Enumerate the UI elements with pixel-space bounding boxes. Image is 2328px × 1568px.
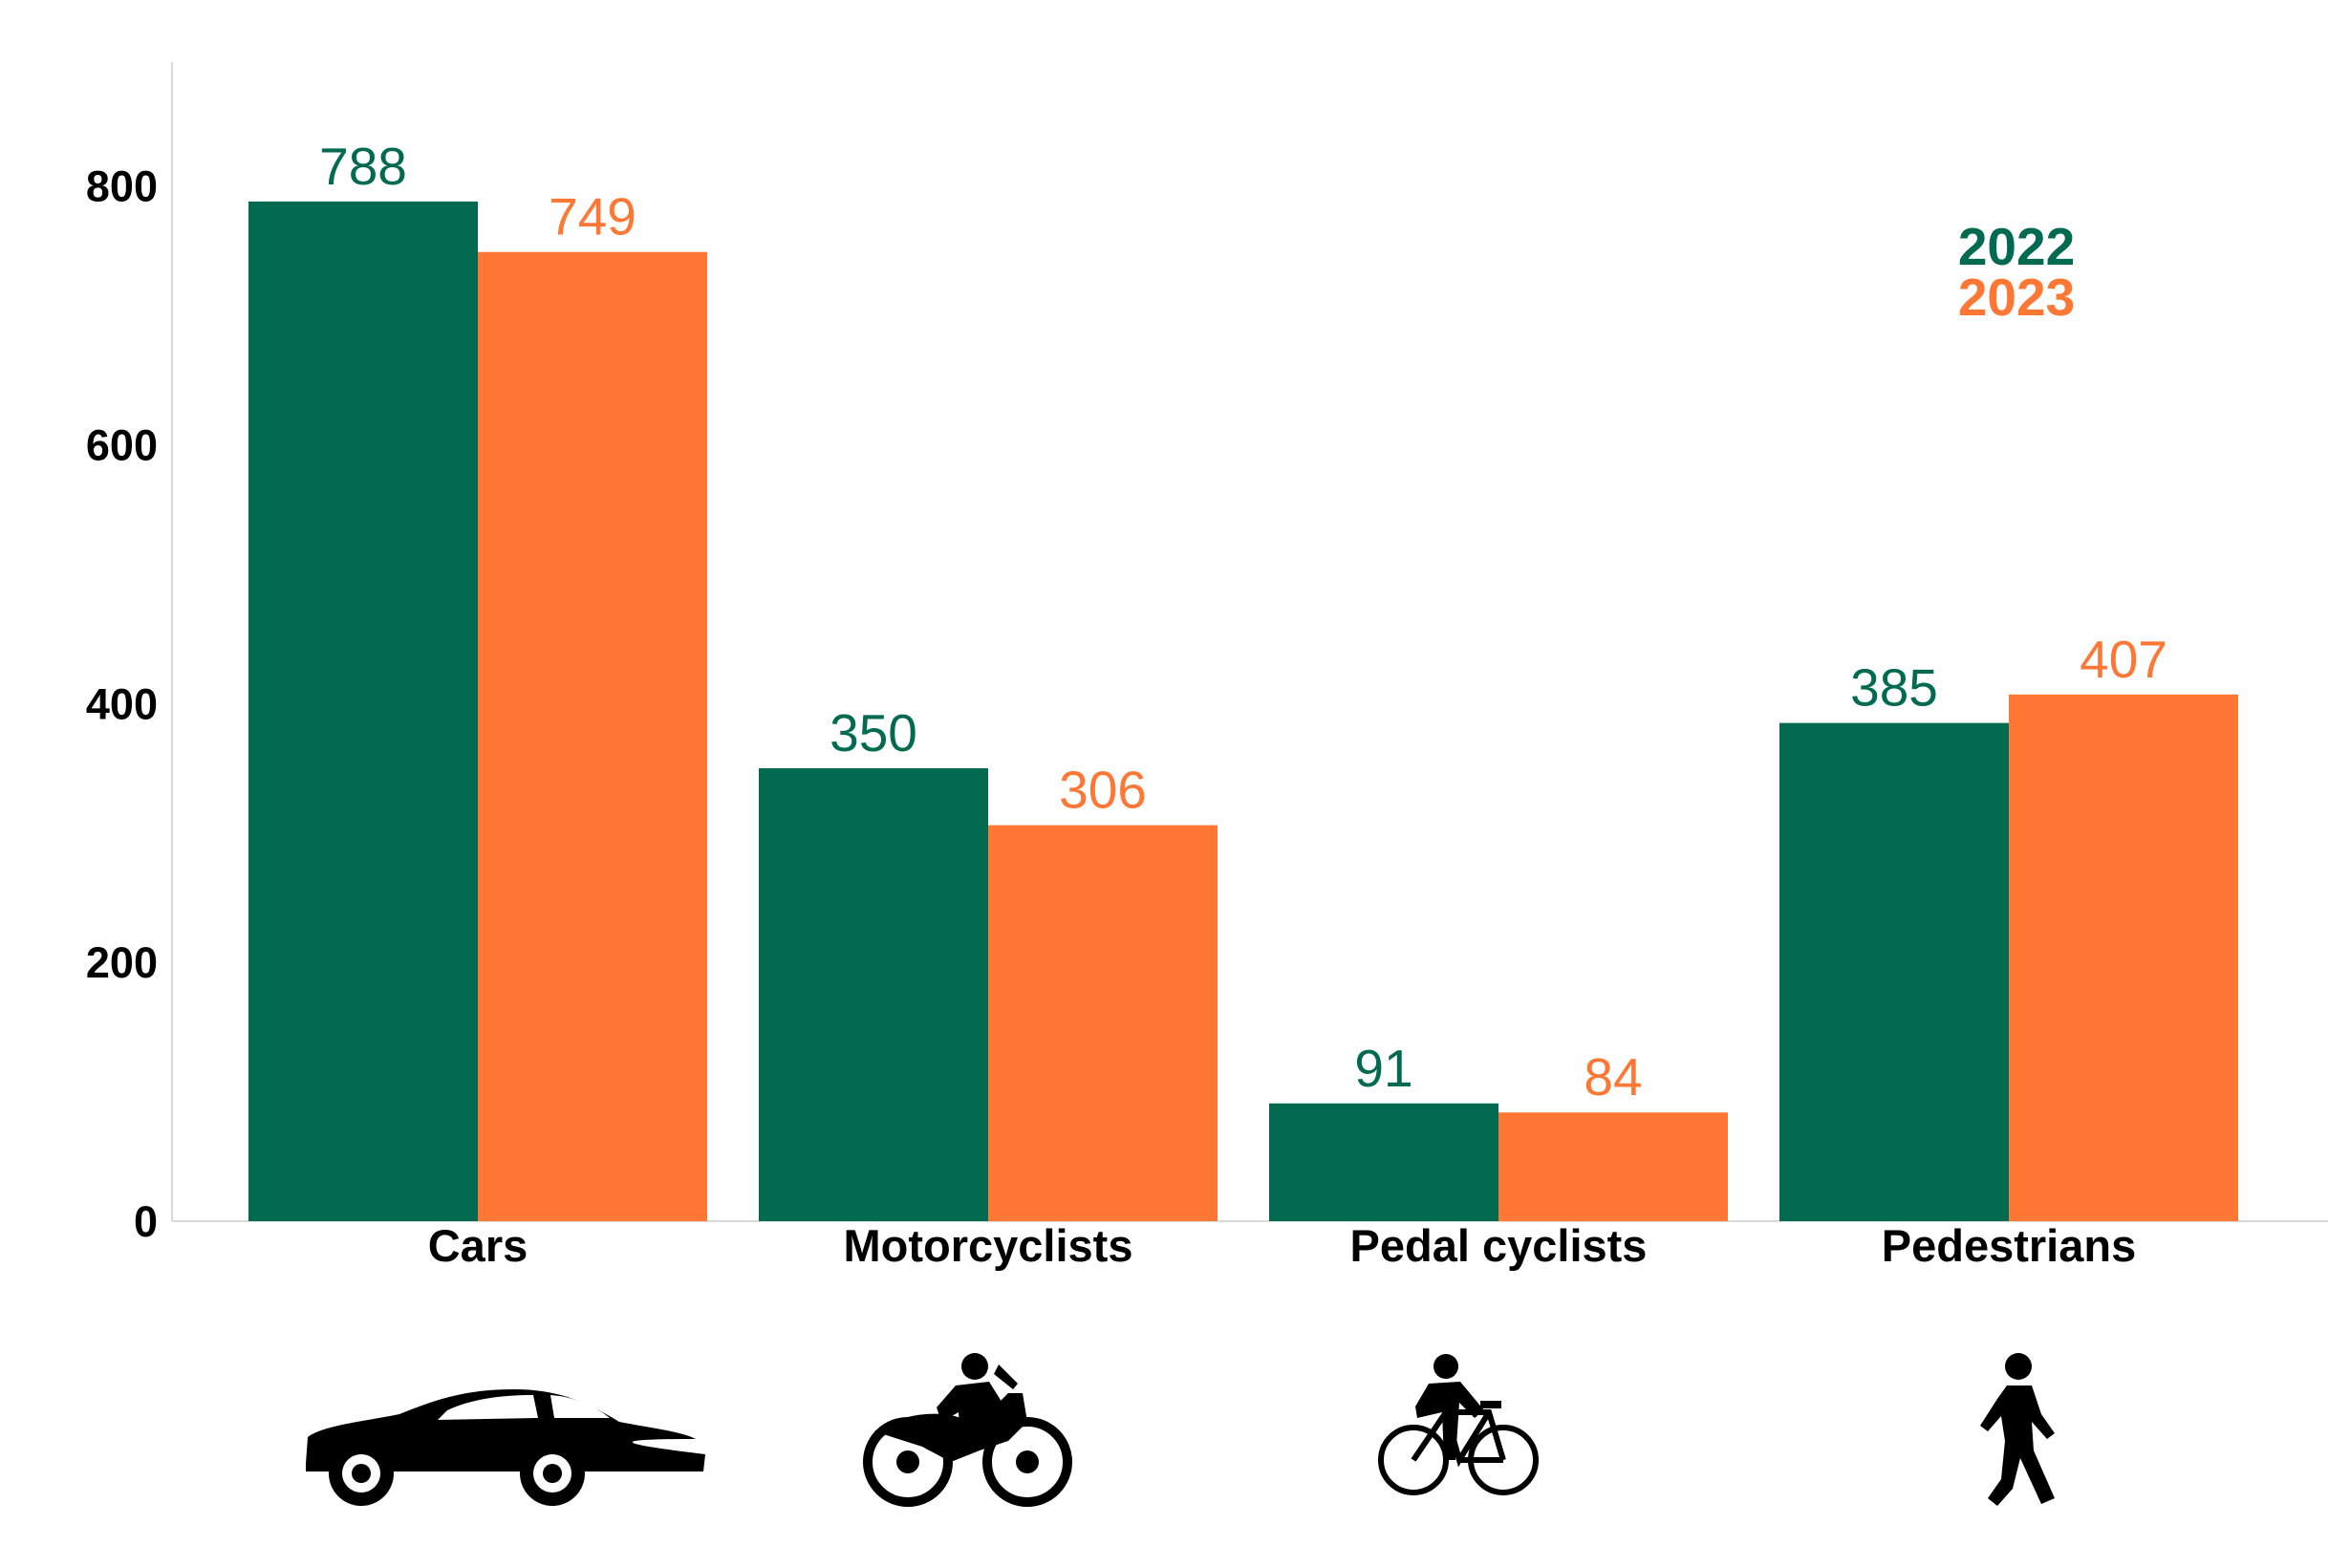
x-tick-label: Pedestrians [1882, 1220, 2136, 1271]
data-label: 788 [319, 137, 407, 196]
bar-pedal-cyclists-2023 [1498, 1112, 1728, 1221]
y-tick-label: 800 [86, 162, 158, 211]
x-tick-label: Motorcyclists [844, 1220, 1133, 1271]
bar-motorcyclists-2022 [759, 768, 988, 1221]
bar-pedestrians-2022 [1779, 722, 2009, 1221]
category-icons [306, 1353, 2055, 1507]
bars [248, 201, 2238, 1222]
bar-motorcyclists-2023 [988, 825, 1218, 1221]
y-tick-label: 200 [86, 938, 158, 987]
bar-cars-2023 [478, 251, 707, 1221]
legend-item-2023: 2023 [1958, 268, 2075, 327]
bar-pedal-cyclists-2022 [1269, 1103, 1498, 1221]
category-labels: Cars Motorcyclists Pedal cyclists Pedestria… [428, 1220, 2136, 1271]
x-tick-label: Cars [428, 1220, 528, 1271]
data-label: 385 [1850, 658, 1938, 718]
car-icon [306, 1389, 705, 1506]
data-label: 84 [1584, 1047, 1642, 1106]
y-tick-label: 600 [86, 420, 158, 469]
pedestrian-icon [1980, 1353, 2055, 1506]
legend-item-2022: 2022 [1958, 217, 2075, 276]
data-label: 91 [1354, 1039, 1412, 1098]
y-tick-label: 0 [134, 1197, 158, 1246]
legend: 2022 2023 [1958, 217, 2075, 327]
x-tick-label: Pedal cyclists [1350, 1220, 1648, 1271]
data-label: 749 [549, 187, 636, 247]
bicycle-icon [1378, 1354, 1539, 1495]
y-ticks: 0 200 400 600 800 [86, 162, 158, 1246]
data-label: 407 [2080, 630, 2167, 689]
data-label: 350 [830, 703, 917, 763]
bar-pedestrians-2023 [2009, 694, 2238, 1221]
bar-cars-2022 [248, 201, 478, 1222]
data-label: 306 [1059, 761, 1147, 820]
data-labels: 788 749 350 306 91 84 385 407 [319, 137, 2167, 1106]
motorcycle-icon [863, 1353, 1072, 1507]
y-tick-label: 400 [86, 679, 158, 728]
